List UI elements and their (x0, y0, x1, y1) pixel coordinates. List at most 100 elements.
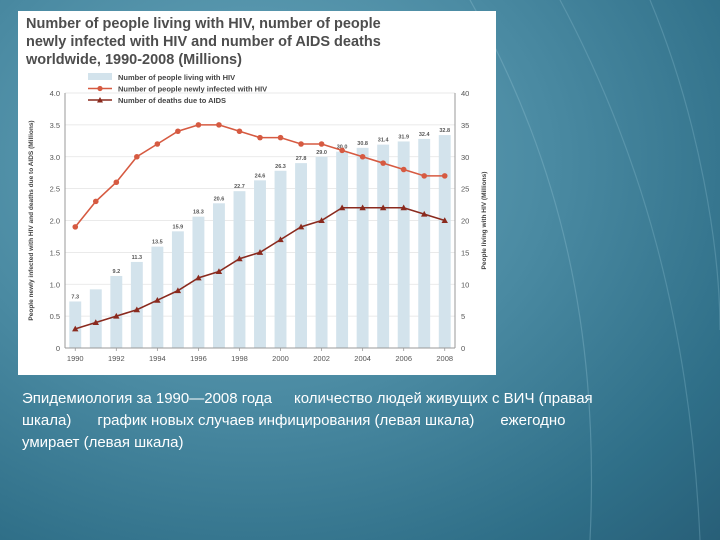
bar-data-label: 32.8 (439, 128, 450, 134)
chart-title-line: worldwide, 1990-2008 (Millions) (26, 52, 242, 68)
left-tick-label: 0 (56, 344, 60, 353)
right-tick-label: 10 (461, 280, 469, 289)
bar-data-label: 15.9 (173, 224, 184, 230)
point-deaths (113, 312, 120, 319)
bar-living-with-hiv (295, 163, 308, 348)
right-tick-label: 35 (461, 121, 469, 130)
bar-living-with-hiv (438, 135, 451, 348)
point-deaths (215, 268, 223, 275)
right-tick-label: 0 (461, 344, 465, 353)
chart-title-line: newly infected with HIV and number of AI… (26, 34, 381, 50)
x-tick-label: 2008 (436, 354, 453, 363)
point-newly-infected (195, 122, 202, 128)
slide-caption: Эпидемиология за 1990—2008 года количеств… (22, 388, 712, 454)
chart-title-line: Number of people living with HIV, number… (26, 16, 381, 32)
left-tick-label: 2.0 (50, 217, 60, 226)
bar-living-with-hiv (130, 261, 143, 348)
point-newly-infected (298, 141, 304, 147)
bar-living-with-hiv (233, 191, 246, 348)
point-deaths (133, 306, 141, 313)
right-tick-label: 20 (461, 217, 469, 226)
point-deaths (174, 287, 182, 294)
legend-label: Number of deaths due to AIDS (118, 96, 226, 105)
chart-panel: Number of people living with HIV, number… (18, 11, 496, 375)
point-deaths (236, 255, 243, 262)
x-tick-label: 1990 (67, 354, 84, 363)
right-axis-title: People living with HIV (Millions) (481, 172, 488, 270)
caption-text: умирает (левая шкала) (22, 434, 184, 451)
bar-data-label: 9.2 (112, 269, 120, 275)
point-newly-infected (359, 153, 366, 160)
right-tick-label: 40 (461, 89, 469, 98)
right-tick-label: 15 (461, 248, 469, 257)
bar-living-with-hiv (89, 289, 102, 348)
bar-living-with-hiv (356, 147, 369, 348)
caption-line: умирает (левая шкала) (22, 432, 712, 454)
point-newly-infected (380, 160, 386, 166)
bar-data-label: 22.7 (234, 184, 245, 190)
x-tick-label: 1996 (190, 354, 207, 363)
point-newly-infected (154, 141, 161, 147)
x-tick-label: 2002 (313, 354, 330, 363)
point-newly-infected (175, 128, 181, 135)
point-newly-infected (92, 198, 99, 205)
left-axis-title: People newly infected with HIV and death… (28, 120, 35, 320)
legend-marker-triangle (97, 97, 103, 103)
bar-data-label: 30.8 (357, 141, 368, 147)
bar-living-with-hiv (110, 275, 123, 348)
bar-data-label: 13.5 (152, 240, 163, 246)
left-tick-label: 3.5 (50, 121, 60, 130)
caption-text: шкала) (22, 412, 72, 429)
bar-data-label: 20.6 (214, 196, 225, 202)
left-tick-label: 4.0 (50, 89, 60, 98)
x-tick-label: 1998 (231, 354, 248, 363)
bar-data-label: 7.3 (71, 294, 79, 300)
bar-data-label: 29.0 (316, 150, 327, 156)
left-tick-label: 1.0 (50, 280, 60, 289)
bar-data-label: 31.4 (378, 138, 390, 144)
point-deaths (72, 325, 79, 332)
bar-data-label: 32.4 (419, 132, 431, 138)
bar-living-with-hiv (69, 301, 82, 348)
bar-data-label: 24.6 (255, 173, 266, 179)
point-newly-infected (421, 173, 428, 179)
bar-data-label: 11.3 (132, 255, 142, 261)
caption-text: Эпидемиология за 1990—2008 года (22, 390, 273, 407)
point-deaths (400, 204, 407, 211)
legend-label: Number of people living with HIV (118, 73, 235, 82)
point-deaths (277, 236, 284, 243)
point-newly-infected (216, 122, 222, 128)
point-newly-infected (339, 147, 345, 154)
bar-living-with-hiv (336, 151, 349, 348)
left-tick-label: 3.0 (50, 153, 60, 162)
legend-label: Number of people newly infected with HIV (118, 85, 267, 94)
point-newly-infected (72, 224, 79, 230)
point-newly-infected (277, 134, 284, 141)
caption-text: ежегодно (500, 412, 566, 429)
point-deaths (256, 249, 264, 255)
bar-living-with-hiv (377, 144, 390, 348)
x-tick-label: 1992 (108, 354, 125, 363)
bar-data-label: 33.4 (460, 11, 472, 13)
bar-living-with-hiv (315, 156, 328, 348)
point-deaths (318, 217, 325, 224)
bar-data-label: 18.3 (193, 210, 204, 216)
bar-living-with-hiv (192, 216, 205, 348)
caption-text: количество людей живущих с ВИЧ (правая (294, 390, 593, 407)
point-deaths (359, 204, 366, 211)
right-tick-label: 5 (461, 312, 465, 321)
caption-line: шкала) график новых случаев инфицирования… (22, 410, 712, 432)
point-newly-infected (441, 173, 448, 179)
point-deaths (154, 296, 161, 303)
left-tick-label: 1.5 (50, 248, 60, 257)
point-deaths (92, 319, 99, 326)
legend-swatch-bar (88, 73, 112, 80)
x-tick-label: 2000 (272, 354, 289, 363)
point-newly-infected (113, 179, 120, 186)
right-tick-label: 25 (461, 185, 469, 194)
point-newly-infected (257, 134, 263, 141)
bar-living-with-hiv (397, 141, 410, 348)
point-newly-infected (318, 141, 325, 147)
bar-data-label: 26.3 (275, 164, 286, 170)
bar-living-with-hiv (274, 170, 287, 348)
